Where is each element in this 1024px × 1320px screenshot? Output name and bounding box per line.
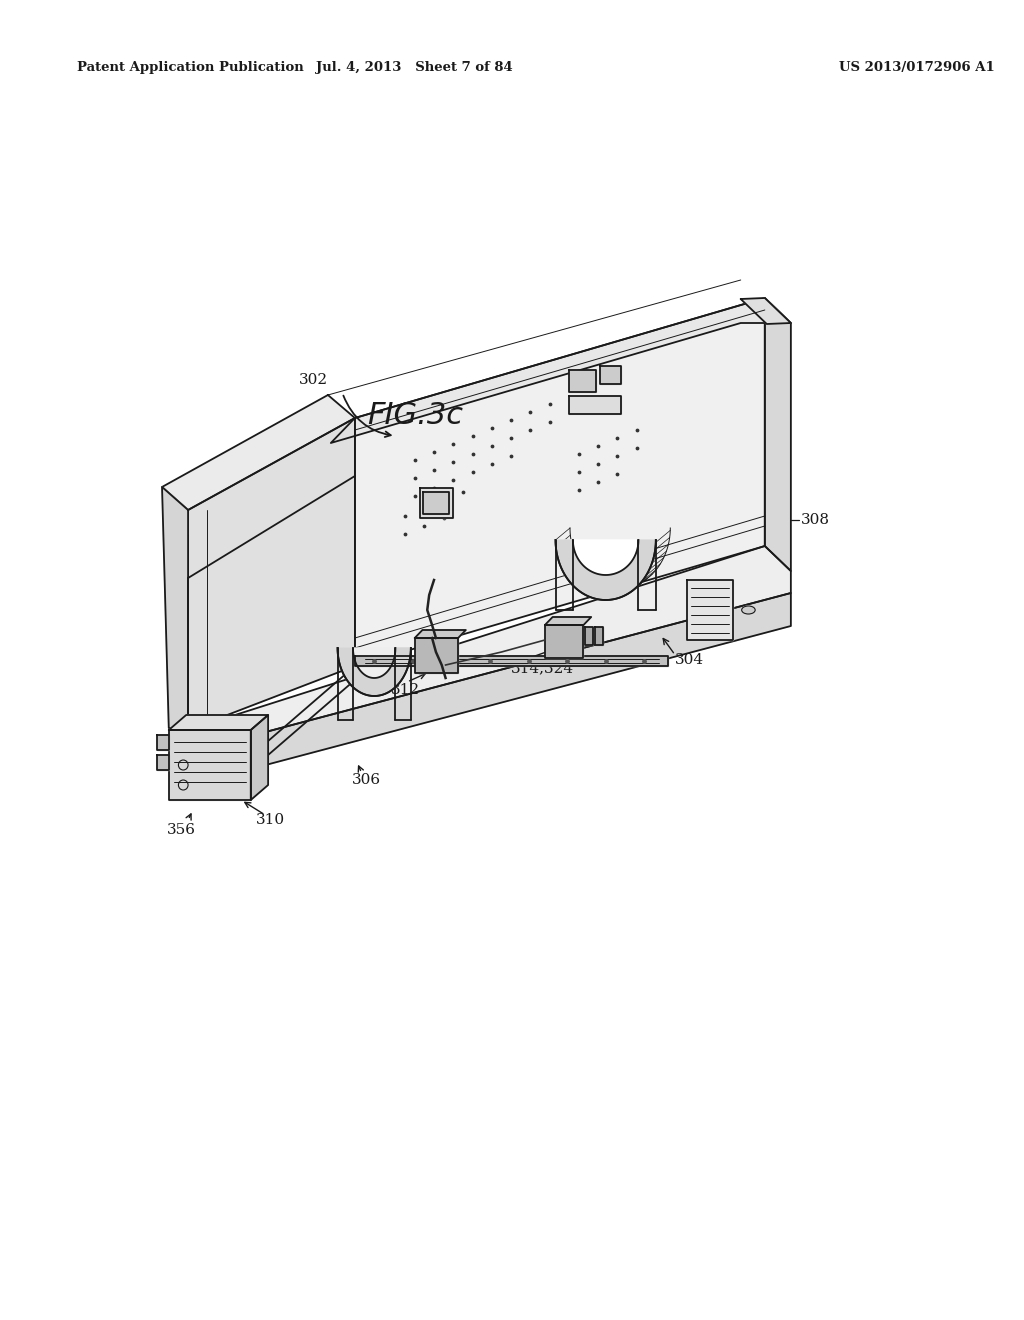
Text: 314,324: 314,324 bbox=[511, 661, 574, 675]
Point bbox=[542, 393, 558, 414]
Polygon shape bbox=[355, 656, 669, 667]
Point bbox=[590, 454, 606, 475]
Point bbox=[503, 445, 519, 466]
Point bbox=[570, 444, 587, 465]
Point bbox=[435, 490, 452, 511]
Point bbox=[426, 459, 442, 480]
Point bbox=[443, 651, 460, 672]
Point bbox=[481, 651, 498, 672]
Point bbox=[522, 401, 539, 422]
Point bbox=[483, 436, 500, 457]
Polygon shape bbox=[545, 616, 591, 624]
Polygon shape bbox=[545, 624, 584, 657]
Text: Patent Application Publication: Patent Application Publication bbox=[77, 62, 304, 74]
Point bbox=[397, 524, 414, 545]
Polygon shape bbox=[595, 627, 603, 645]
Point bbox=[542, 412, 558, 433]
Point bbox=[407, 467, 423, 488]
Point bbox=[570, 479, 587, 500]
Polygon shape bbox=[162, 487, 188, 730]
Polygon shape bbox=[188, 418, 355, 730]
Point bbox=[426, 441, 442, 462]
Polygon shape bbox=[355, 298, 765, 667]
Polygon shape bbox=[338, 648, 411, 696]
Point bbox=[609, 428, 626, 449]
Text: US 2013/0172906 A1: US 2013/0172906 A1 bbox=[839, 62, 995, 74]
Point bbox=[522, 420, 539, 441]
Point bbox=[483, 454, 500, 475]
Text: 356: 356 bbox=[167, 822, 196, 837]
Point bbox=[629, 420, 645, 441]
Ellipse shape bbox=[741, 606, 755, 614]
Polygon shape bbox=[740, 298, 791, 323]
Polygon shape bbox=[188, 546, 791, 752]
Polygon shape bbox=[569, 396, 622, 414]
Polygon shape bbox=[162, 395, 355, 510]
Text: 308: 308 bbox=[801, 513, 829, 527]
Point bbox=[404, 651, 421, 672]
Polygon shape bbox=[687, 579, 733, 640]
Polygon shape bbox=[420, 488, 454, 517]
Text: 306: 306 bbox=[352, 774, 381, 787]
Polygon shape bbox=[415, 630, 466, 638]
Polygon shape bbox=[415, 638, 458, 673]
Point bbox=[520, 651, 537, 672]
Text: Jul. 4, 2013   Sheet 7 of 84: Jul. 4, 2013 Sheet 7 of 84 bbox=[316, 62, 513, 74]
Point bbox=[435, 507, 452, 528]
Point bbox=[465, 425, 481, 446]
Polygon shape bbox=[158, 735, 169, 750]
Point bbox=[597, 651, 613, 672]
Point bbox=[609, 463, 626, 484]
Point bbox=[445, 433, 462, 454]
Point bbox=[503, 409, 519, 430]
Text: 310: 310 bbox=[255, 813, 285, 828]
Point bbox=[629, 437, 645, 458]
Point bbox=[416, 515, 432, 536]
Point bbox=[426, 478, 442, 499]
Polygon shape bbox=[586, 627, 593, 645]
Polygon shape bbox=[169, 715, 268, 730]
Polygon shape bbox=[556, 540, 655, 601]
Point bbox=[559, 651, 575, 672]
Point bbox=[397, 506, 414, 527]
Text: 312: 312 bbox=[390, 682, 420, 697]
Text: 304: 304 bbox=[675, 653, 705, 667]
Point bbox=[503, 428, 519, 449]
Point bbox=[590, 471, 606, 492]
Point bbox=[483, 417, 500, 438]
Point bbox=[590, 436, 606, 457]
Point bbox=[445, 451, 462, 473]
Point bbox=[465, 444, 481, 465]
Polygon shape bbox=[190, 593, 791, 785]
Polygon shape bbox=[423, 492, 450, 513]
Point bbox=[366, 651, 382, 672]
Point bbox=[407, 449, 423, 470]
Polygon shape bbox=[169, 730, 190, 785]
Point bbox=[455, 482, 471, 503]
Text: FIG.3c: FIG.3c bbox=[367, 401, 463, 430]
Point bbox=[407, 486, 423, 507]
Polygon shape bbox=[158, 755, 169, 770]
Point bbox=[445, 470, 462, 491]
Polygon shape bbox=[331, 298, 791, 444]
Polygon shape bbox=[169, 730, 251, 800]
Point bbox=[416, 498, 432, 519]
Polygon shape bbox=[569, 370, 596, 392]
Text: 302: 302 bbox=[299, 374, 328, 387]
Polygon shape bbox=[556, 540, 655, 601]
Polygon shape bbox=[600, 366, 622, 384]
Point bbox=[465, 462, 481, 483]
Point bbox=[570, 462, 587, 483]
Point bbox=[609, 445, 626, 466]
Polygon shape bbox=[338, 648, 411, 696]
Polygon shape bbox=[251, 715, 268, 800]
Point bbox=[636, 651, 652, 672]
Polygon shape bbox=[765, 298, 791, 572]
